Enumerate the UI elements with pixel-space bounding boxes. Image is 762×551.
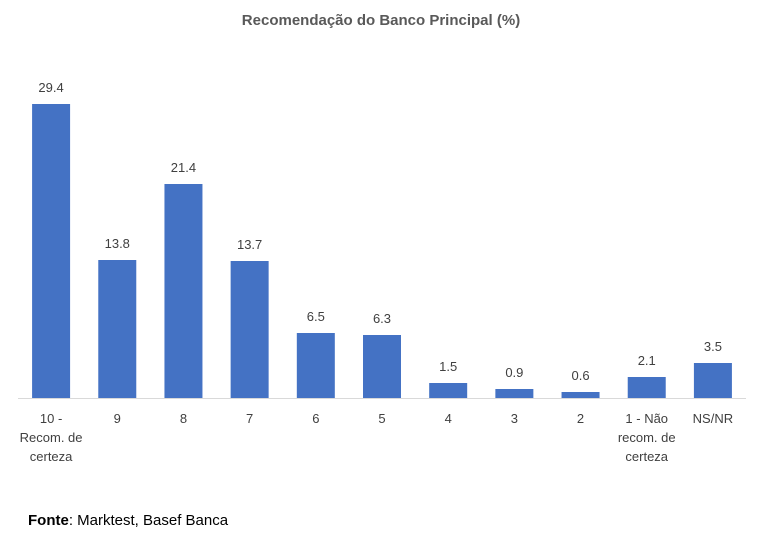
- x-tick-label-6: 4: [445, 411, 452, 426]
- bar-0: [32, 104, 71, 398]
- value-label-0: 29.4: [38, 80, 63, 95]
- bar-3: [230, 261, 269, 398]
- x-tick-label-7: 3: [511, 411, 518, 426]
- x-tick-label-9: 1 - Não recom. de certeza: [618, 411, 676, 464]
- value-label-7: 0.9: [505, 365, 523, 380]
- bar-1: [98, 260, 137, 398]
- source-text: : Marktest, Basef Banca: [68, 512, 229, 529]
- x-tick-label-0: 10 -Recom. de certeza: [20, 411, 83, 464]
- x-tick-label-3: 7: [246, 411, 253, 426]
- value-label-2: 21.4: [171, 160, 196, 175]
- bar-6: [429, 383, 468, 398]
- x-tick-label-10: NS/NR: [693, 411, 733, 426]
- value-label-9: 2.1: [638, 353, 656, 368]
- value-labels-group: 29.4 13.8 21.4 13.7 6.5 6.3 1.5 0.9 0.6 2.1 3.5: [38, 80, 722, 383]
- bar-10: [693, 363, 732, 398]
- bars-group: [32, 104, 732, 398]
- x-tick-label-4: 6: [312, 411, 319, 426]
- x-tick-label-5: 5: [378, 411, 385, 426]
- source-note: Fonte: Marktest, Basef Banca: [28, 512, 228, 529]
- chart-title: Recomendação do Banco Principal (%): [241, 12, 521, 29]
- bar-5: [363, 335, 401, 398]
- value-label-1: 13.8: [105, 236, 130, 251]
- value-label-8: 0.6: [572, 368, 590, 383]
- bar-4: [296, 333, 335, 398]
- x-labels-group: 10 -Recom. de certeza 9 8 7 6 5 4 3 2 1 - Não recom…: [20, 411, 733, 464]
- source-label: Fonte: [28, 512, 69, 529]
- x-tick-label-8: 2: [577, 411, 584, 426]
- x-tick-label-2: 8: [180, 411, 187, 426]
- value-label-10: 3.5: [704, 339, 722, 354]
- x-tick-label-1: 9: [114, 411, 121, 426]
- value-label-5: 6.3: [373, 311, 391, 326]
- value-label-6: 1.5: [439, 359, 457, 374]
- value-label-4: 6.5: [307, 309, 325, 324]
- bar-8: [561, 392, 600, 398]
- bar-7: [495, 389, 534, 398]
- bar-2: [164, 184, 203, 398]
- bar-9: [627, 377, 666, 398]
- value-label-3: 13.7: [237, 237, 262, 252]
